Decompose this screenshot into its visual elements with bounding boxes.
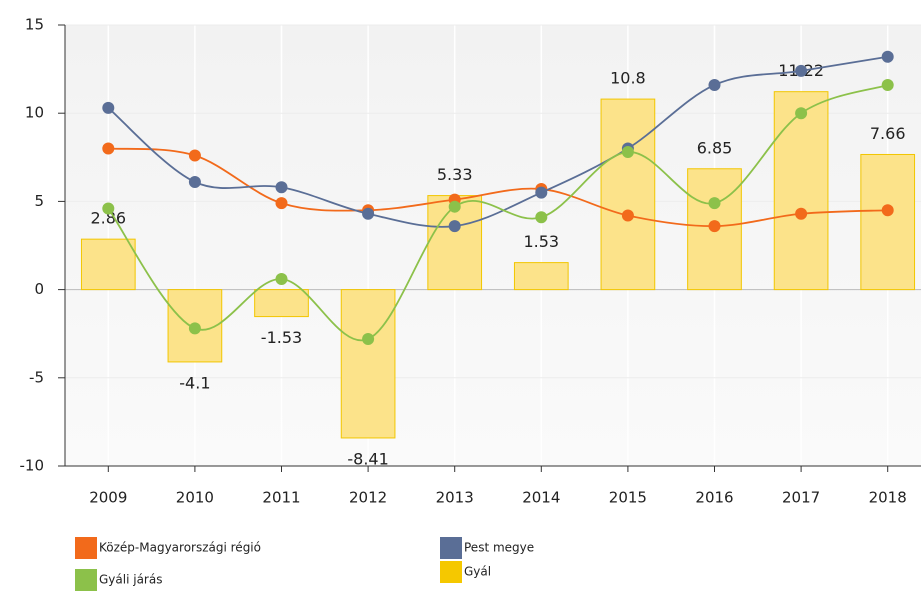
data-label: 5.33 xyxy=(437,165,473,184)
line-point xyxy=(621,146,634,159)
data-label: -1.53 xyxy=(261,328,302,347)
line-point xyxy=(535,211,548,224)
x-tick-label: 2013 xyxy=(436,489,474,507)
data-label: 1.53 xyxy=(523,232,559,251)
legend-label: Gyáli járás xyxy=(99,573,162,587)
x-tick-label: 2012 xyxy=(349,489,387,507)
y-tick-label: 0 xyxy=(34,280,44,298)
bar xyxy=(340,289,396,439)
x-tick-label: 2009 xyxy=(89,489,127,507)
line-point xyxy=(102,101,115,114)
bar xyxy=(254,289,309,318)
data-label: -8.41 xyxy=(347,449,388,468)
line xyxy=(107,84,888,342)
y-tick-label: 5 xyxy=(34,192,44,210)
line-point xyxy=(881,50,894,63)
line-point xyxy=(708,197,721,210)
y-tick-label: 15 xyxy=(25,16,44,34)
line-point xyxy=(362,207,375,220)
data-label: 7.66 xyxy=(870,124,906,143)
x-tick-label: 2015 xyxy=(609,489,647,507)
line-point xyxy=(881,78,894,91)
line xyxy=(107,55,888,228)
line-point xyxy=(102,142,115,155)
legend-swatch xyxy=(75,537,97,559)
legend-swatch xyxy=(75,569,97,591)
legend-label: Pest megye xyxy=(464,541,534,555)
line-point xyxy=(448,220,461,233)
x-tick-label: 2010 xyxy=(176,489,214,507)
line-point xyxy=(708,78,721,91)
x-tick-label: 2016 xyxy=(695,489,733,507)
line-point xyxy=(275,181,288,194)
bar xyxy=(80,238,136,291)
x-tick-label: 2018 xyxy=(869,489,907,507)
line-point xyxy=(275,197,288,210)
legend-swatch xyxy=(440,537,462,559)
bar xyxy=(860,153,916,291)
legend-label: Gyál xyxy=(464,565,491,579)
line-point xyxy=(275,273,288,286)
data-label: 6.85 xyxy=(697,138,733,157)
line-point xyxy=(102,202,115,215)
data-label: 10.8 xyxy=(610,69,646,88)
line-point xyxy=(188,149,201,162)
line-point xyxy=(881,204,894,217)
bar xyxy=(687,168,742,291)
x-tick-label: 2011 xyxy=(262,489,300,507)
line-point xyxy=(362,332,375,345)
bar xyxy=(773,91,829,291)
x-tick-label: 2014 xyxy=(522,489,560,507)
line-point xyxy=(535,186,548,199)
line-point xyxy=(795,107,808,120)
line xyxy=(108,147,888,227)
y-tick-label: -10 xyxy=(20,457,45,475)
bar xyxy=(600,98,656,291)
x-tick-label: 2017 xyxy=(782,489,820,507)
line-point xyxy=(708,220,721,233)
bar xyxy=(513,262,569,291)
line-point xyxy=(448,200,461,213)
line-point xyxy=(621,209,634,222)
legend-swatch xyxy=(440,561,462,583)
line-point xyxy=(795,64,808,77)
y-tick-label: -5 xyxy=(29,368,44,386)
line-point xyxy=(188,322,201,335)
legend-label: Közép-Magyarországi régió xyxy=(99,541,261,555)
data-label: -4.1 xyxy=(179,373,210,392)
line-point xyxy=(795,207,808,220)
line-point xyxy=(188,175,201,188)
y-tick-label: 10 xyxy=(25,104,44,122)
